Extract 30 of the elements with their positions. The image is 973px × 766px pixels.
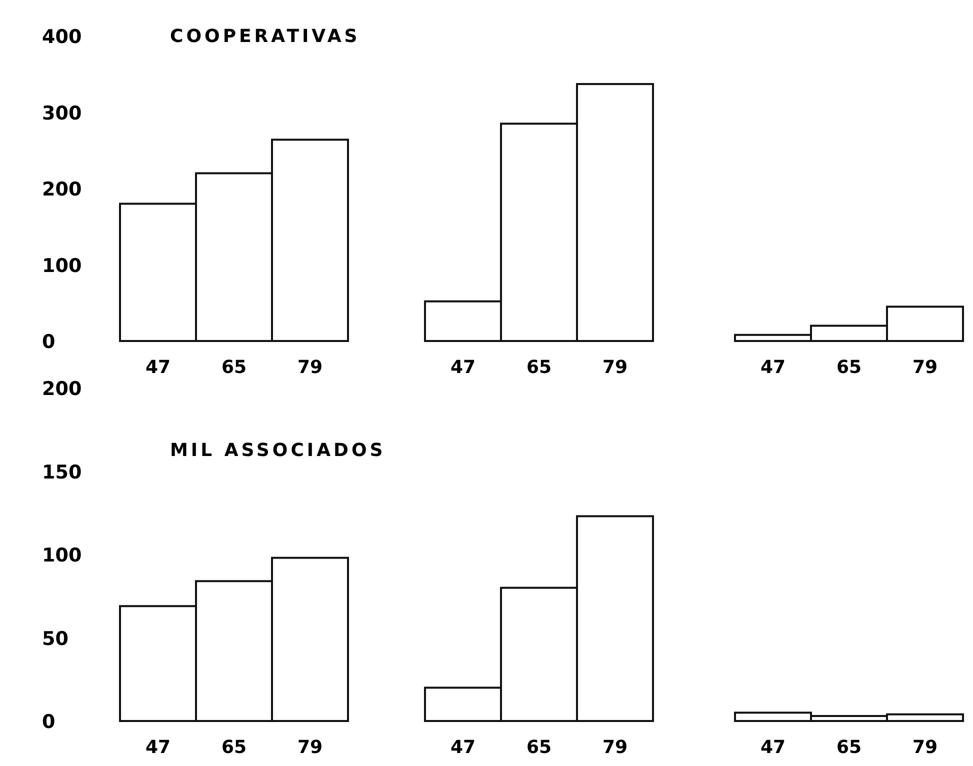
y-tick-label: 0 — [42, 331, 56, 353]
x-tick-label: 65 — [526, 737, 552, 758]
x-tick-label: 79 — [297, 357, 323, 378]
x-tick-label: 79 — [297, 737, 323, 758]
x-tick-label: 47 — [450, 357, 476, 378]
y-tick-label: 400 — [42, 26, 82, 48]
chart-title: COOPERATIVAS — [170, 26, 360, 47]
x-tick-label: 65 — [836, 737, 862, 758]
x-tick-label: 79 — [602, 737, 628, 758]
x-tick-label: 65 — [526, 357, 552, 378]
x-tick-label: 47 — [145, 737, 171, 758]
x-tick-label: 65 — [221, 357, 247, 378]
text: MIL ASSOCIADOS — [170, 440, 386, 461]
x-tick-label: 47 — [760, 737, 786, 758]
x-tick-label: 47 — [450, 737, 476, 758]
y-tick-label: 200 — [42, 378, 82, 400]
x-tick-label: 65 — [221, 737, 247, 758]
x-tick-label: 47 — [760, 357, 786, 378]
y-tick-label: 0 — [42, 711, 56, 733]
y-tick-label: 100 — [42, 544, 82, 566]
y-tick-label: 50 — [42, 628, 68, 650]
x-tick-label: 79 — [912, 737, 938, 758]
x-tick-label: 79 — [912, 357, 938, 378]
y-tick-label: 100 — [42, 254, 82, 277]
x-tick-label: 47 — [145, 357, 171, 378]
y-tick-label: 200 — [42, 178, 82, 200]
y-tick-label: 150 — [42, 461, 82, 484]
x-tick-label: 79 — [602, 357, 628, 378]
x-tick-label: 65 — [836, 357, 862, 378]
y-tick-label: 300 — [42, 102, 82, 124]
